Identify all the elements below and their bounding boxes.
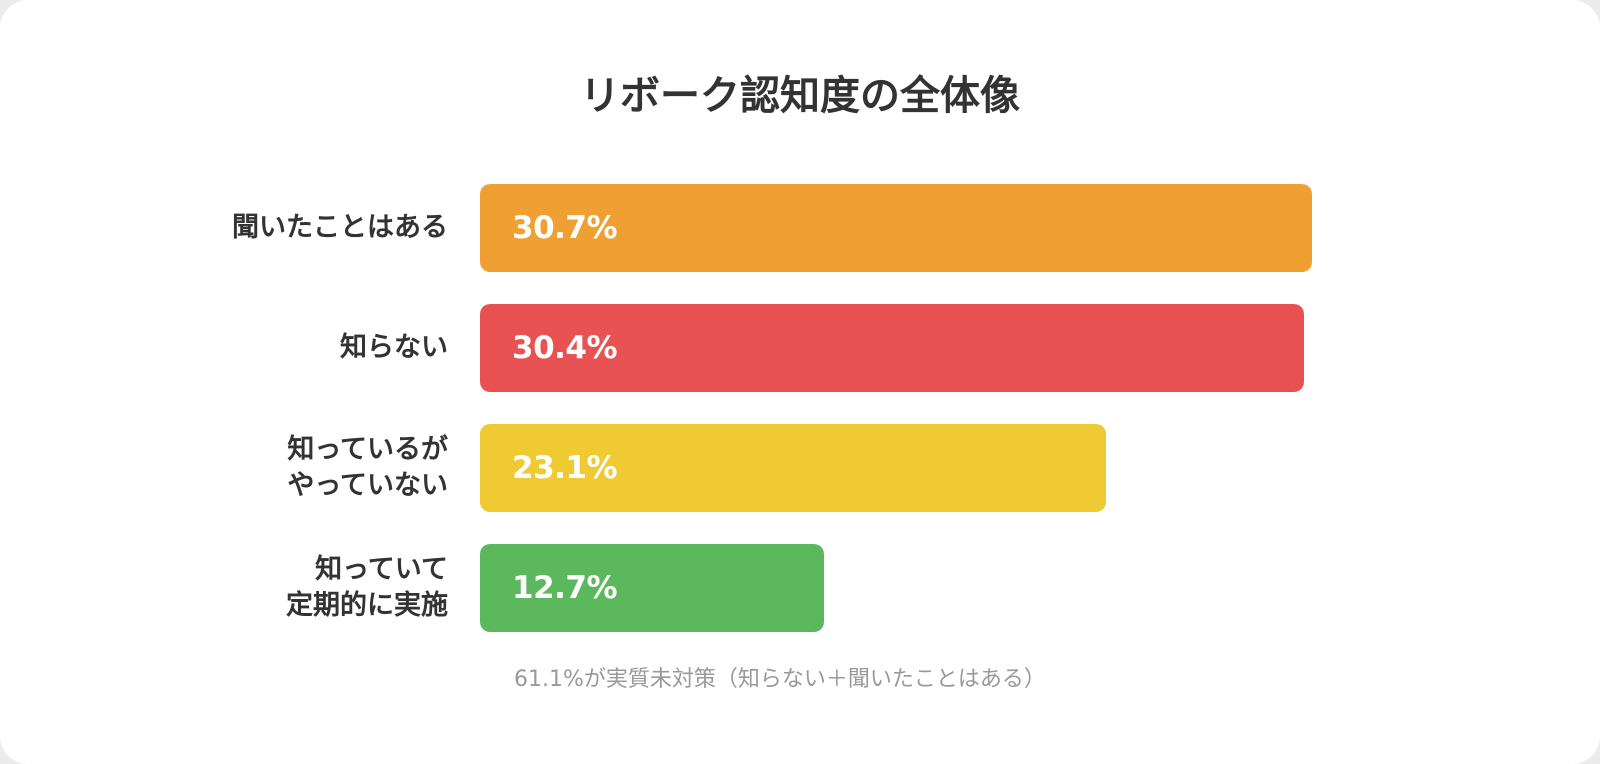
bar: 30.7% — [480, 184, 1312, 272]
category-label: 知らない — [128, 304, 448, 392]
chart-footnote: 61.1%が実質未対策（知らない＋聞いたことはある） — [514, 667, 1046, 692]
bar-value-label: 30.7% — [512, 210, 618, 246]
bar-value-label: 23.1% — [512, 450, 618, 486]
category-label: 知っていて定期的に実施 — [128, 544, 448, 632]
category-label-line: 知っていて — [315, 554, 448, 585]
category-label-line: 知っているが — [287, 434, 448, 465]
bar: 30.4% — [480, 304, 1304, 392]
category-label-line: 知らない — [340, 332, 448, 363]
chart-title: リボーク認知度の全体像 — [580, 73, 1020, 119]
bar: 23.1% — [480, 424, 1106, 512]
bar-value-label: 30.4% — [512, 330, 618, 366]
category-label: 知っているが やっていない — [128, 424, 448, 512]
category-label-line: 聞いたことはある — [232, 212, 448, 243]
category-label: 聞いたことはある — [128, 184, 448, 272]
bar: 12.7% — [480, 544, 824, 632]
bar-value-label: 12.7% — [512, 570, 618, 606]
category-label-line: やっていない — [287, 470, 448, 501]
category-label-line: 定期的に実施 — [286, 590, 448, 621]
